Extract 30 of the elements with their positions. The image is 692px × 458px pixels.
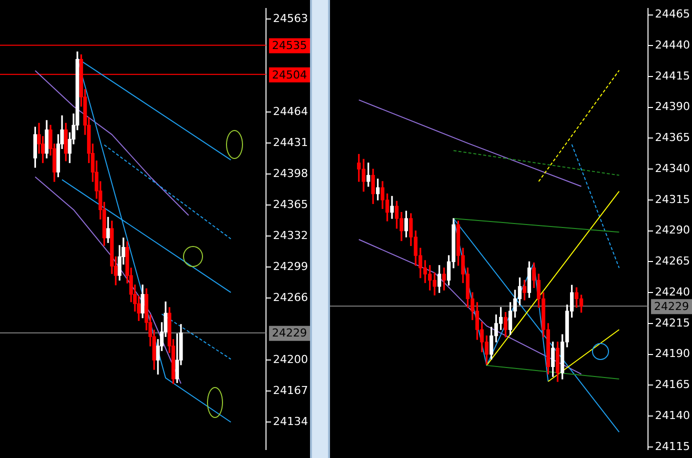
y-tick-label: 24365 <box>655 131 690 144</box>
y-tick-label: 24440 <box>655 38 690 52</box>
y-tick-label: 24415 <box>655 69 690 82</box>
y-tick-label: 24398 <box>273 166 308 180</box>
y-tick-label: 24563 <box>273 12 308 25</box>
y-tick-label: 24165 <box>655 378 690 392</box>
y-tick-label: 24265 <box>655 254 690 268</box>
y-tick-label: 24365 <box>273 198 308 211</box>
y-tick-label: 24431 <box>273 136 308 149</box>
y-tick-label: 24464 <box>273 104 308 118</box>
y-tick-label: 24465 <box>655 8 690 21</box>
y-tick-label: 24200 <box>273 352 308 366</box>
y-tick-label: 24240 <box>655 285 690 298</box>
y-tick-label: 24290 <box>655 224 690 237</box>
y-tick-label: 24134 <box>273 415 308 428</box>
y-tick-label: 24190 <box>655 347 690 360</box>
y-tick-label: 24299 <box>273 260 308 273</box>
y-tick-label: 24215 <box>655 316 690 330</box>
y-tick-label: 24315 <box>655 192 690 206</box>
ref-line-label: 24535 <box>272 39 308 52</box>
ref-line-label: 24229 <box>272 326 308 340</box>
y-tick-label: 24340 <box>655 162 690 175</box>
y-tick-label: 24332 <box>273 228 308 242</box>
ref-line-label: 24229 <box>654 300 690 314</box>
y-tick-label: 24140 <box>655 408 690 422</box>
ref-line-label: 24504 <box>272 68 308 82</box>
y-tick-label: 24390 <box>655 100 690 114</box>
y-tick-label: 24167 <box>273 384 308 397</box>
y-tick-label: 24266 <box>273 290 308 304</box>
y-tick-label: 24115 <box>655 440 690 453</box>
